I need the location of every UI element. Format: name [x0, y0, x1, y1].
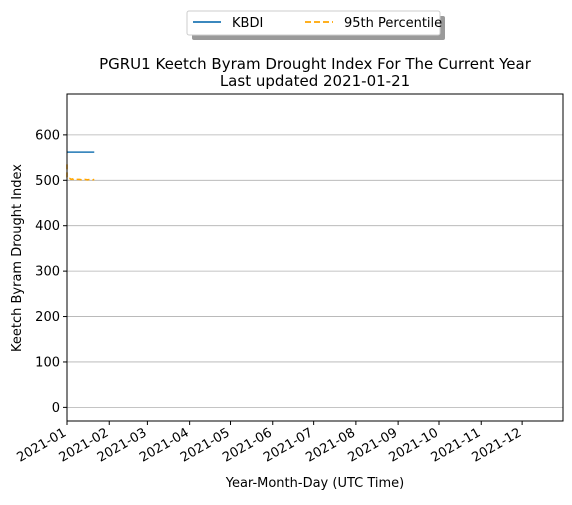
x-axis-label: Year-Month-Day (UTC Time): [225, 476, 404, 491]
plot-frame: [66, 93, 564, 422]
gridlines: [67, 134, 563, 408]
y-tick-label: 500: [35, 174, 60, 189]
legend-box: [186, 10, 441, 36]
y-axis-label: Keetch Byram Drought Index: [10, 164, 25, 352]
plot-series: [66, 151, 95, 181]
y-tick-label: 600: [35, 128, 60, 143]
y-tick-label: 300: [35, 265, 60, 280]
x-axis: 2021-012021-022021-032021-042021-052021-…: [14, 421, 524, 466]
y-axis: 0 100 200 300 400 500 600: [35, 128, 67, 416]
y-tick-label: 100: [35, 355, 60, 370]
legend: KBDI 95th Percentile: [186, 10, 445, 40]
series-line-95th-percentile: [66, 164, 95, 181]
y-tick-label: 400: [35, 219, 60, 234]
legend-label-kbdi: KBDI: [232, 16, 263, 31]
legend-label-95th-percentile: 95th Percentile: [344, 16, 442, 31]
chart-title: PGRU1 Keetch Byram Drought Index For The…: [99, 55, 532, 73]
y-tick-label: 0: [52, 401, 60, 416]
chart-subtitle: Last updated 2021-01-21: [220, 72, 410, 90]
y-tick-label: 200: [35, 310, 60, 325]
